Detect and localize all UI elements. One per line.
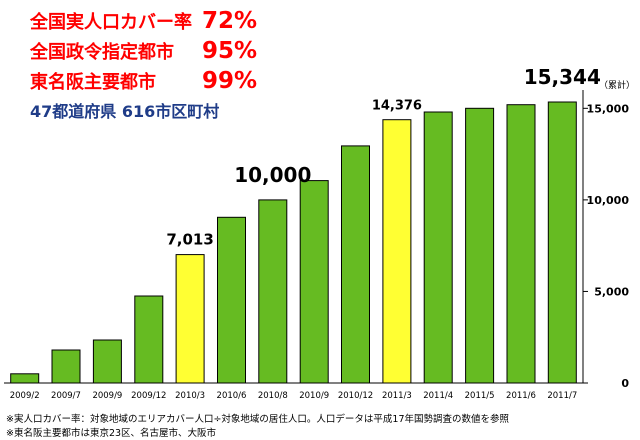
bar-2011-6 [506, 104, 536, 384]
designated-cities-label: 全国政令指定都市 [30, 42, 174, 63]
coverage-rate-label: 全国実人口カバー率 [30, 12, 192, 33]
bar-2010-12 [341, 145, 370, 384]
footnote-coverage-definition: ※実人口カバー率：対象地域のエリアカバー人口÷対象地域の居住人口。人口データは平… [6, 414, 510, 425]
bar-2010-3 [175, 254, 205, 384]
x-tick-label: 2009/12 [131, 391, 166, 401]
bar-2010-6 [217, 216, 246, 384]
bar-2011-7 [547, 101, 577, 384]
data-label: 14,376 [372, 99, 422, 114]
data-label: 15,344 [524, 65, 601, 89]
bar-2009-2 [10, 373, 40, 384]
municipalities-subtitle: 47都道府県 616市区町村 [30, 102, 220, 121]
designated-cities-stat: 全国政令指定都市 95% [30, 38, 257, 64]
data-label: 7,013 [166, 231, 213, 249]
y-axis: 0 5,000 10,000 15,000 [582, 90, 630, 390]
x-tick-label: 2011/5 [465, 391, 495, 401]
major-cities-stat: 東名阪主要都市 99% [30, 68, 257, 94]
x-tick-label: 2011/3 [382, 391, 412, 401]
data-label: 10,000 [234, 163, 311, 187]
bar-2011-4 [423, 111, 453, 384]
y-tick-label: 15,000 [587, 102, 630, 115]
x-tick-label: 2011/4 [423, 391, 453, 401]
x-tick-label: 2009/2 [10, 391, 40, 401]
x-tick-label: 2011/7 [547, 391, 577, 401]
y-axis-unit: （累計） [599, 79, 635, 91]
data-labels: 7,013 10,000 14,376 15,344 [166, 65, 601, 249]
y-tick-label: 5,000 [594, 285, 629, 298]
y-tick-label: 0 [621, 377, 629, 390]
x-tick-label: 2010/9 [299, 391, 329, 401]
bar-2009-7 [51, 349, 81, 384]
bar-2011-5 [465, 107, 495, 384]
coverage-rate-stat: 全国実人口カバー率 72% [30, 8, 257, 34]
bar-2010-9 [299, 180, 329, 384]
x-tick-label: 2010/8 [258, 391, 288, 401]
major-cities-label: 東名阪主要都市 [30, 72, 156, 93]
major-cities-value: 99% [202, 68, 258, 94]
x-tick-label: 2010/12 [338, 391, 373, 401]
designated-cities-value: 95% [202, 38, 258, 64]
x-tick-label: 2009/7 [51, 391, 81, 401]
bar-2011-3 [382, 119, 412, 384]
bars [4, 101, 583, 384]
bar-2009-9 [92, 339, 122, 384]
coverage-rate-value: 72% [202, 8, 258, 34]
bar-2009-12 [134, 295, 164, 384]
bar-2010-8 [258, 199, 288, 384]
x-tick-label: 2009/9 [92, 391, 122, 401]
x-tick-label: 2011/6 [506, 391, 536, 401]
footnote-major-cities: ※東名阪主要都市は東京23区、名古屋市、大阪市 [6, 428, 217, 439]
x-tick-label: 2010/3 [175, 391, 205, 401]
x-tick-label: 2010/6 [217, 391, 247, 401]
x-axis-tick-labels: 2009/2 2009/7 2009/9 2009/12 2010/3 2010/6 201… [10, 391, 578, 401]
y-tick-label: 10,000 [587, 194, 630, 207]
